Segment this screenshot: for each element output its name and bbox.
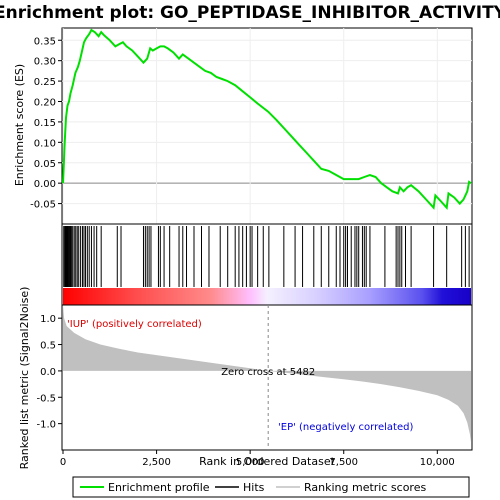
x-tick-label: 10,000 (420, 457, 455, 468)
x-tick-label: 5,000 (236, 457, 265, 468)
es-tick-label: 0.00 (34, 179, 56, 190)
negative-correlation-label: 'EP' (negatively correlated) (278, 422, 413, 433)
es-tick-label: 0.35 (34, 36, 56, 47)
metric-tick-label: 0.0 (40, 367, 56, 378)
x-tick-label: 2,500 (142, 457, 171, 468)
es-panel-frame (61, 27, 473, 225)
es-tick-label: 0.20 (34, 98, 56, 109)
ranking-metric-area (63, 305, 471, 443)
legend-hits-label: Hits (243, 481, 265, 494)
metric-tick-label: -0.5 (36, 393, 56, 404)
legend-enrichment-label: Enrichment profile (108, 481, 210, 494)
es-tick-label: 0.25 (34, 77, 56, 88)
metric-tick-label: 0.5 (40, 341, 56, 352)
legend-metric-label: Ranking metric scores (304, 481, 426, 494)
chart-title: Enrichment plot: GO_PEPTIDASE_INHIBITOR_… (0, 3, 500, 23)
metric-tick-label: -1.0 (36, 420, 56, 431)
es-tick-label: -0.05 (30, 200, 56, 211)
metric-y-axis-label: Ranked list metric (Signal2Noise) (18, 287, 31, 470)
x-tick-label: 0 (60, 457, 66, 468)
es-y-axis-label: Enrichment score (ES) (13, 64, 26, 186)
es-tick-label: 0.05 (34, 159, 56, 170)
es-tick-label: 0.15 (34, 118, 56, 129)
es-tick-label: 0.30 (34, 57, 56, 68)
es-tick-label: 0.10 (34, 138, 56, 149)
zero-cross-label: Zero cross at 5482 (221, 367, 315, 378)
x-tick-label: 7,500 (329, 457, 358, 468)
metric-tick-label: 1.0 (40, 314, 56, 325)
x-axis-label: Rank in Ordered Dataset (199, 455, 336, 468)
positive-correlation-label: 'IUP' (positively correlated) (67, 319, 202, 330)
legend-box (72, 476, 470, 498)
enrichment-profile-line (62, 28, 472, 210)
rank-color-bar (63, 288, 471, 305)
